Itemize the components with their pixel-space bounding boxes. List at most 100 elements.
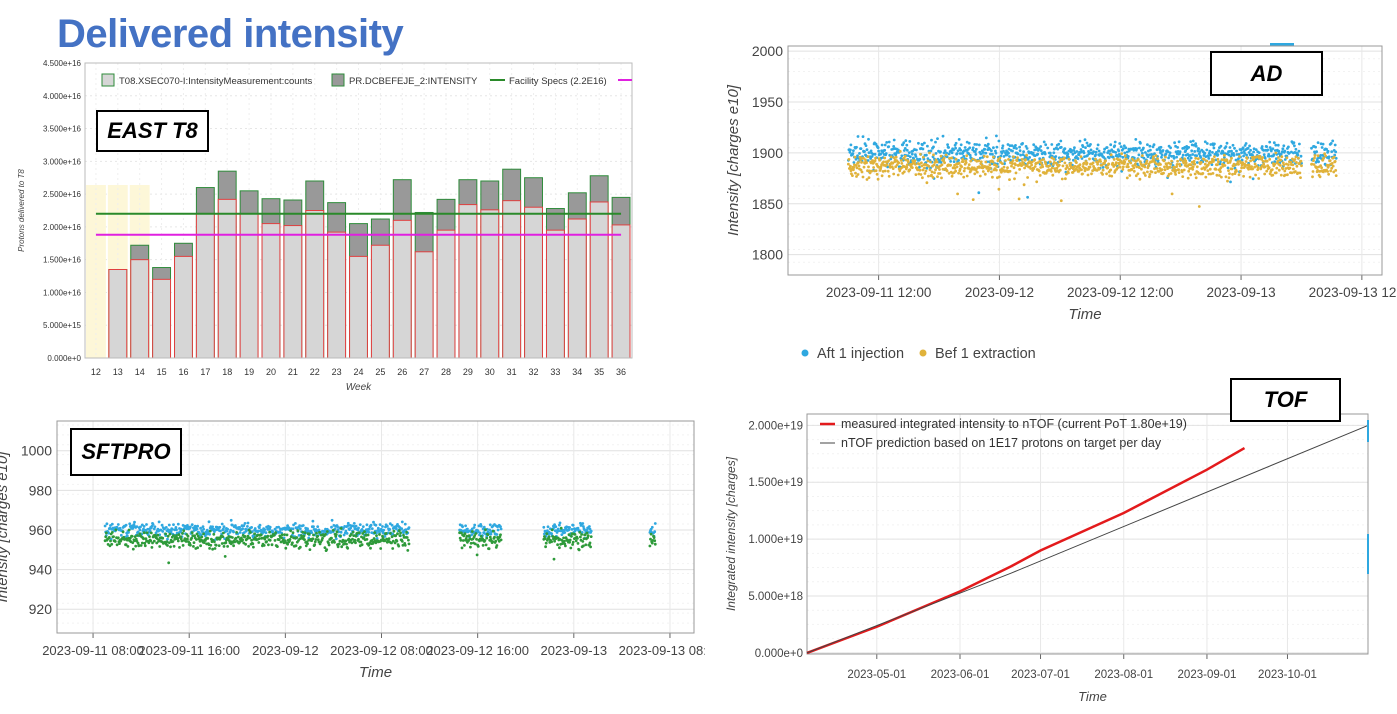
data-point	[1102, 150, 1106, 154]
data-point	[1294, 155, 1298, 159]
data-point	[385, 524, 389, 528]
data-point	[997, 187, 1001, 191]
data-point	[321, 536, 324, 540]
data-point	[573, 533, 577, 536]
data-point	[1142, 146, 1145, 150]
legend-label: Aft 1 injection	[817, 346, 904, 362]
data-point	[127, 531, 130, 534]
data-point	[1233, 146, 1236, 150]
data-point	[568, 538, 572, 542]
data-point	[1182, 161, 1186, 165]
data-point	[1277, 168, 1281, 172]
data-point	[1167, 161, 1170, 165]
data-point	[964, 159, 968, 162]
data-point	[1220, 158, 1224, 162]
data-point	[856, 154, 859, 158]
data-point	[1011, 149, 1014, 153]
data-point	[288, 538, 292, 541]
data-point	[273, 539, 277, 542]
data-point	[109, 539, 112, 543]
data-point	[1173, 141, 1176, 145]
data-point	[346, 521, 350, 525]
data-point	[932, 163, 936, 167]
data-point	[333, 540, 336, 544]
data-point	[1207, 157, 1211, 160]
data-point	[1051, 173, 1055, 177]
data-point	[1086, 173, 1090, 177]
data-point	[253, 532, 256, 536]
data-point	[1186, 156, 1190, 160]
data-point	[1048, 164, 1052, 167]
data-point	[1003, 162, 1006, 166]
data-point	[1006, 166, 1009, 170]
y-tick-label: 0.000e+0	[755, 648, 803, 660]
data-point	[857, 164, 861, 168]
data-point	[563, 531, 567, 534]
data-point	[991, 160, 995, 164]
data-point	[1172, 156, 1176, 160]
data-point	[997, 139, 1001, 143]
data-point	[138, 528, 142, 532]
data-point	[1101, 166, 1105, 169]
y-tick-label: 1.000e+19	[748, 534, 803, 546]
data-point	[1004, 159, 1007, 162]
x-tick-label: 2023-09-13	[1207, 285, 1276, 300]
data-point	[929, 149, 933, 153]
data-point	[1205, 142, 1209, 145]
data-point	[903, 154, 907, 158]
data-point	[934, 152, 938, 155]
data-point	[902, 141, 906, 144]
data-point	[1319, 154, 1322, 157]
data-point	[124, 523, 128, 527]
data-point	[1043, 152, 1047, 156]
data-point	[164, 526, 168, 529]
legend-label: nTOF prediction based on 1E17 protons on…	[841, 436, 1162, 450]
data-point	[280, 533, 284, 537]
data-point	[1231, 172, 1234, 176]
data-point	[1124, 146, 1128, 150]
data-point	[547, 535, 551, 538]
data-point	[986, 142, 990, 146]
data-point	[550, 532, 553, 535]
data-point	[400, 520, 404, 524]
data-point	[1126, 165, 1130, 169]
data-point	[1016, 152, 1020, 156]
data-point	[558, 521, 562, 525]
data-point	[224, 541, 228, 545]
data-point	[881, 170, 885, 173]
data-point	[222, 525, 226, 528]
data-point	[1118, 165, 1122, 169]
data-point	[1083, 138, 1087, 142]
data-point	[883, 169, 887, 173]
data-point	[1327, 155, 1331, 159]
data-point	[283, 533, 286, 536]
data-point	[1008, 144, 1012, 147]
data-point	[583, 528, 586, 532]
data-point	[349, 526, 353, 530]
data-point	[1123, 154, 1127, 158]
data-point	[1333, 143, 1337, 147]
data-point	[1226, 166, 1230, 170]
data-point	[1241, 146, 1245, 150]
data-point	[466, 527, 469, 531]
data-point	[228, 539, 231, 543]
data-point	[578, 530, 582, 534]
data-point	[1316, 154, 1320, 158]
data-point	[939, 154, 943, 158]
data-point	[263, 528, 267, 531]
data-point	[1247, 151, 1251, 154]
data-point	[1018, 145, 1021, 149]
data-point	[585, 531, 589, 535]
data-point	[975, 170, 979, 174]
data-point	[936, 175, 939, 179]
data-point	[1290, 171, 1294, 175]
data-point	[1196, 157, 1200, 161]
data-point	[869, 157, 872, 160]
data-point	[1229, 159, 1232, 163]
data-point	[1177, 140, 1181, 144]
y-tick-label: 1.500e+16	[43, 256, 82, 265]
data-point	[1059, 199, 1063, 203]
data-point	[1097, 149, 1101, 153]
data-point	[1144, 151, 1147, 154]
data-point	[478, 531, 482, 535]
